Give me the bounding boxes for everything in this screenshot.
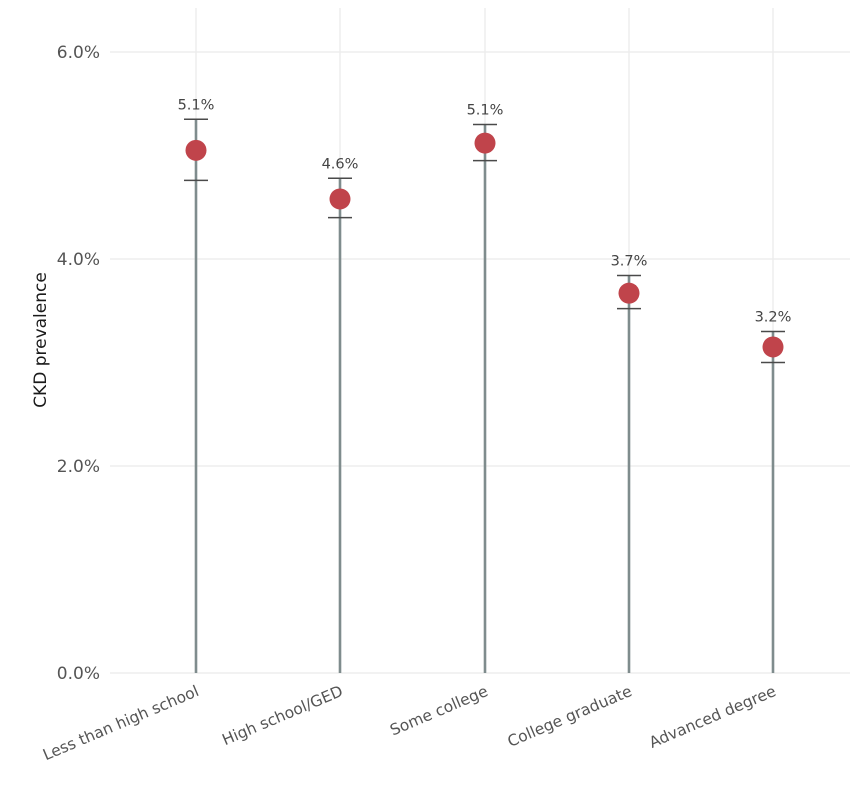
error-bar	[473, 123, 497, 162]
y-tick-label: 0.0%	[57, 664, 100, 684]
y-tick-label: 2.0%	[57, 457, 100, 477]
y-axis-ticks: 0.0% 2.0% 4.0% 6.0%	[57, 43, 100, 684]
error-bar	[184, 118, 208, 182]
x-tick-label: High school/GED	[220, 682, 346, 749]
error-bar	[328, 177, 352, 219]
data-point	[185, 139, 207, 161]
y-axis-title: CKD prevalence	[31, 272, 51, 408]
x-tick-label: Less than high school	[40, 682, 201, 764]
error-bar	[617, 274, 641, 310]
data-label: 4.6%	[322, 156, 359, 172]
data-point	[329, 188, 351, 210]
data-point	[474, 132, 496, 154]
error-bar	[761, 330, 785, 364]
data-label: 3.7%	[611, 254, 648, 270]
data-point	[618, 282, 640, 304]
chart-marks: 5.1% 4.6% 5.1% 3.7% 3.2%	[178, 97, 792, 673]
data-label: 5.1%	[467, 102, 504, 118]
x-tick-label: College graduate	[505, 682, 635, 751]
y-tick-label: 6.0%	[57, 43, 100, 63]
data-label: 5.1%	[178, 97, 215, 113]
data-point	[762, 336, 784, 358]
data-label: 3.2%	[755, 309, 792, 325]
x-axis-ticks: Less than high school High school/GED Some…	[40, 682, 778, 764]
x-tick-label: Some college	[387, 682, 490, 739]
y-tick-label: 4.0%	[57, 250, 100, 270]
x-tick-label: Advanced degree	[647, 682, 779, 752]
